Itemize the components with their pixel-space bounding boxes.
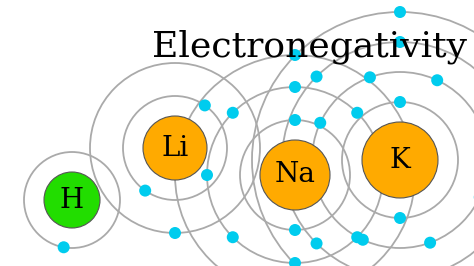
Circle shape xyxy=(394,36,406,48)
Text: Electronegativity: Electronegativity xyxy=(153,30,467,64)
Circle shape xyxy=(260,140,330,210)
Circle shape xyxy=(351,107,363,119)
Circle shape xyxy=(394,96,406,108)
Circle shape xyxy=(289,257,301,266)
Circle shape xyxy=(169,227,181,239)
Text: H: H xyxy=(60,186,84,214)
Circle shape xyxy=(143,116,207,180)
Circle shape xyxy=(377,169,389,181)
Circle shape xyxy=(44,172,100,228)
Circle shape xyxy=(364,71,376,83)
Circle shape xyxy=(201,169,213,181)
Circle shape xyxy=(394,6,406,18)
Circle shape xyxy=(227,231,239,243)
Text: Li: Li xyxy=(161,135,189,161)
Circle shape xyxy=(394,212,406,224)
Circle shape xyxy=(139,185,151,197)
Circle shape xyxy=(58,241,70,253)
Circle shape xyxy=(199,99,211,111)
Circle shape xyxy=(289,49,301,61)
Circle shape xyxy=(227,107,239,119)
Circle shape xyxy=(351,231,363,243)
Text: K: K xyxy=(390,147,410,173)
Circle shape xyxy=(276,154,288,166)
Circle shape xyxy=(289,81,301,93)
Circle shape xyxy=(289,224,301,236)
Circle shape xyxy=(314,117,326,129)
Circle shape xyxy=(362,122,438,198)
Circle shape xyxy=(310,70,323,82)
Circle shape xyxy=(357,234,369,246)
Text: Na: Na xyxy=(274,161,315,189)
Circle shape xyxy=(311,184,323,196)
Circle shape xyxy=(289,114,301,126)
Circle shape xyxy=(310,238,323,250)
Circle shape xyxy=(431,74,443,86)
Circle shape xyxy=(424,237,436,249)
